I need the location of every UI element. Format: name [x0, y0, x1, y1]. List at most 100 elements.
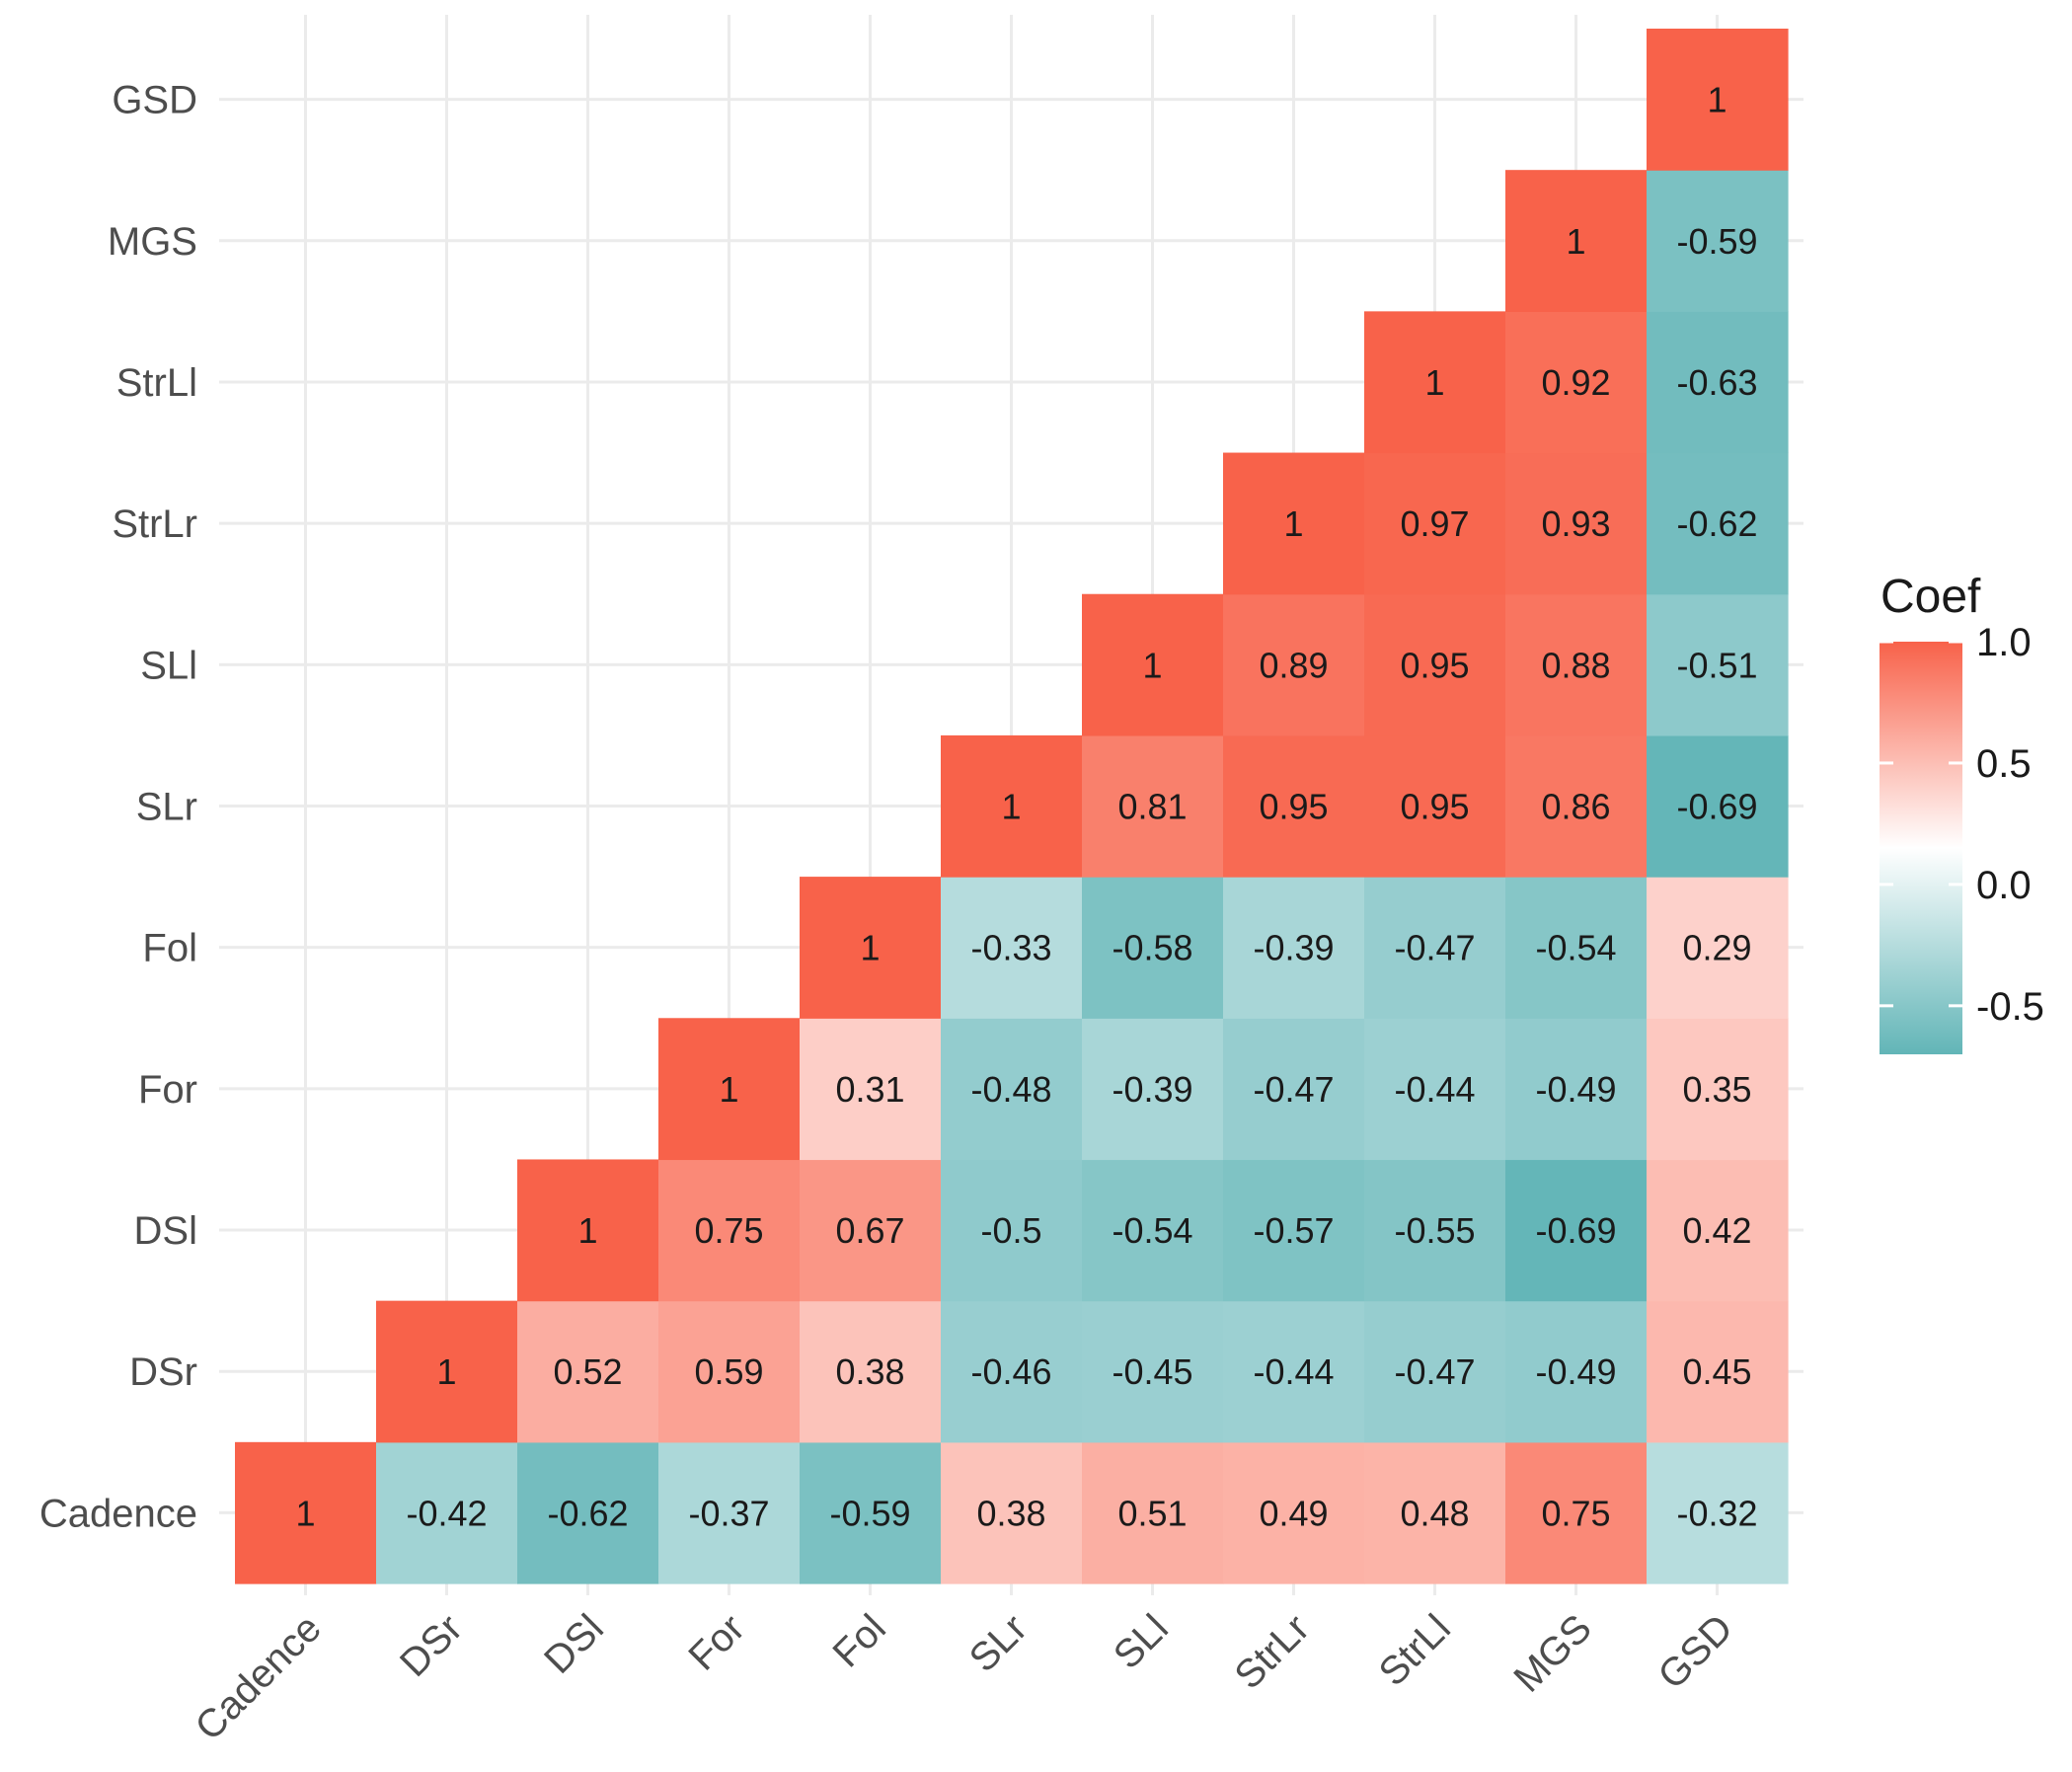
- cell-value-label: 1: [860, 928, 880, 968]
- heatmap-cell: [235, 1441, 377, 1584]
- heatmap-cell: [800, 1300, 942, 1443]
- heatmap-cell: [1505, 877, 1648, 1019]
- cell-value-label: 0.48: [1400, 1493, 1469, 1533]
- heatmap-cell: [1223, 452, 1365, 595]
- heatmap-cell: [1364, 1300, 1506, 1443]
- cell-value-label: 0.88: [1541, 645, 1610, 685]
- heatmap-cell: [1505, 1159, 1648, 1302]
- cell-value-label: 0.86: [1541, 787, 1610, 827]
- x-tick-label: MGS: [1505, 1606, 1600, 1701]
- heatmap-cell: [1223, 1018, 1365, 1161]
- heatmap-cell: [1647, 877, 1789, 1019]
- x-tick-label: StrLl: [1371, 1606, 1459, 1694]
- cell-value-label: 0.29: [1682, 928, 1751, 968]
- heatmap-cell: [1505, 1018, 1648, 1161]
- cell-value-label: -0.39: [1112, 1069, 1192, 1110]
- cell-value-label: 0.75: [1541, 1493, 1610, 1533]
- x-tick-label: SLl: [1106, 1606, 1177, 1677]
- cell-value-label: -0.69: [1676, 787, 1757, 827]
- cell-value-label: 0.52: [553, 1351, 622, 1392]
- heatmap-cell: [1364, 593, 1506, 736]
- cell-value-label: 1: [1283, 503, 1303, 544]
- cell-value-label: -0.47: [1394, 928, 1475, 968]
- cell-value-label: 1: [719, 1069, 738, 1110]
- y-tick-label: StrLr: [112, 502, 197, 546]
- heatmap-cell: [1223, 593, 1365, 736]
- y-tick-label: Cadence: [39, 1492, 197, 1535]
- cell-value-label: -0.46: [970, 1351, 1051, 1392]
- legend-tick-label: 0.0: [1976, 864, 2032, 907]
- heatmap-cell: [1505, 1441, 1648, 1584]
- cell-value-label: -0.33: [970, 928, 1051, 968]
- heatmap-cell: [658, 1441, 801, 1584]
- cell-value-label: 1: [1142, 645, 1162, 685]
- cell-value-label: 1: [295, 1493, 315, 1533]
- heatmap-cell: [1223, 734, 1365, 878]
- heatmap-cell: [1364, 877, 1506, 1019]
- cell-value-label: -0.59: [829, 1493, 910, 1533]
- heatmap-cell: [1647, 311, 1789, 454]
- cell-value-label: 1: [1001, 787, 1021, 827]
- heatmap-cell: [941, 1159, 1083, 1302]
- heatmap-cell: [1223, 1159, 1365, 1302]
- cell-value-label: 0.38: [976, 1493, 1045, 1533]
- heatmap-cell: [517, 1441, 659, 1584]
- cell-value-label: 0.42: [1682, 1210, 1751, 1251]
- heatmap-cell: [1647, 593, 1789, 736]
- y-tick-label: For: [138, 1068, 197, 1112]
- heatmap-cell: [800, 1441, 942, 1584]
- heatmap-cell: [658, 1018, 801, 1161]
- heatmap-cell: [1505, 311, 1648, 454]
- heatmap-cell: [1505, 452, 1648, 595]
- heatmap-cell: [1364, 452, 1506, 595]
- y-tick-label: StrLl: [116, 361, 197, 405]
- heatmap-cell: [1364, 1441, 1506, 1584]
- cell-value-label: -0.42: [406, 1493, 487, 1533]
- x-tick-label: DSl: [536, 1606, 612, 1682]
- heatmap-cell: [517, 1300, 659, 1443]
- y-tick-label: Fol: [142, 927, 197, 970]
- cell-value-label: -0.44: [1394, 1069, 1475, 1110]
- y-tick-label: GSD: [112, 79, 197, 122]
- cell-value-label: 1: [577, 1210, 597, 1251]
- heatmap-cell: [1082, 1159, 1224, 1302]
- heatmap-cell: [1505, 734, 1648, 878]
- cell-value-label: -0.47: [1394, 1351, 1475, 1392]
- cell-value-label: 0.31: [835, 1069, 904, 1110]
- cell-value-label: -0.59: [1676, 221, 1757, 262]
- heatmap-cell: [1364, 311, 1506, 454]
- heatmap-cell: [1364, 1018, 1506, 1161]
- cell-value-label: -0.48: [970, 1069, 1051, 1110]
- cell-value-label: 1: [1566, 221, 1585, 262]
- cell-value-label: 0.97: [1400, 503, 1469, 544]
- heatmap-cell: [800, 1018, 942, 1161]
- cell-value-label: 0.95: [1259, 787, 1328, 827]
- cell-value-label: -0.45: [1112, 1351, 1192, 1392]
- cell-value-label: -0.39: [1253, 928, 1334, 968]
- cell-value-label: 0.38: [835, 1351, 904, 1392]
- y-tick-label: DSl: [134, 1209, 197, 1253]
- x-tick-label: StrLr: [1226, 1606, 1317, 1697]
- cell-value-label: 0.67: [835, 1210, 904, 1251]
- heatmap-cell: [1364, 1159, 1506, 1302]
- heatmap-cell: [376, 1441, 518, 1584]
- heatmap-cell: [1647, 29, 1789, 171]
- cell-value-label: -0.69: [1535, 1210, 1616, 1251]
- x-tick-label: GSD: [1650, 1606, 1740, 1697]
- y-tick-label: DSr: [129, 1350, 197, 1394]
- legend-colorbar: [1880, 642, 1962, 1054]
- cell-value-label: -0.57: [1253, 1210, 1334, 1251]
- heatmap-cell: [1647, 170, 1789, 312]
- x-tick-label: Fol: [824, 1606, 893, 1675]
- cell-value-labels: 1 -0.42 1 -0.62 0.52 1 -0.37 0.59 0.75 1 -0.59 0.38…: [295, 80, 1757, 1534]
- y-tick-label: MGS: [108, 220, 197, 264]
- heatmap-cell: [1082, 593, 1224, 736]
- cell-value-label: -0.58: [1112, 928, 1192, 968]
- cell-value-label: -0.51: [1676, 645, 1757, 685]
- heatmap-cell: [1647, 734, 1789, 878]
- x-tick-label: SLr: [961, 1606, 1036, 1680]
- legend-tick-label: 1.0: [1976, 621, 2032, 664]
- heatmap-cell: [941, 1441, 1083, 1584]
- cell-value-label: 0.45: [1682, 1351, 1751, 1392]
